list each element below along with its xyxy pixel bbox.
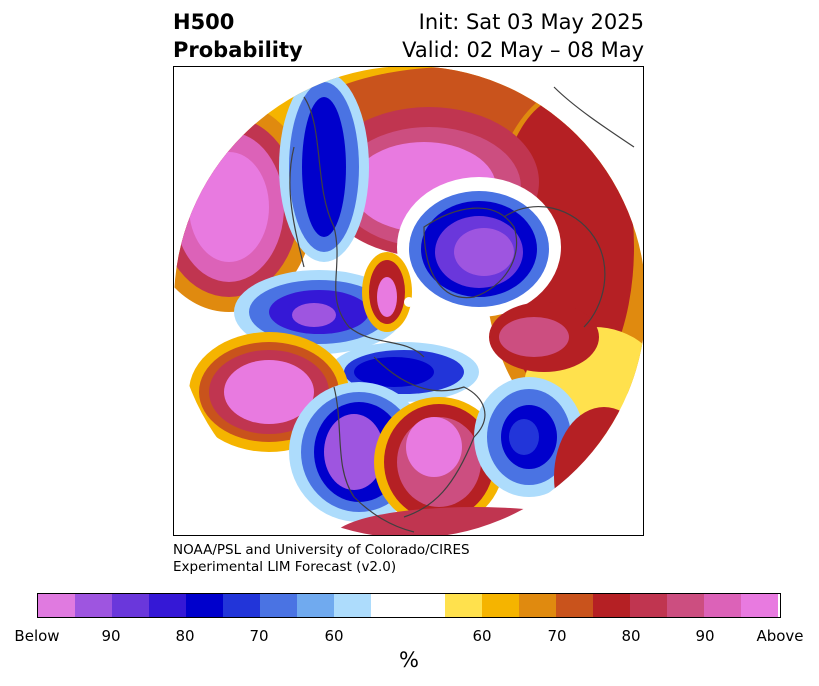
- colorbar-segment: [186, 594, 223, 617]
- colorbar-segment: [704, 594, 741, 617]
- colorbar: [37, 593, 781, 618]
- forecast-info: Init: Sat 03 May 2025 Valid: 02 May – 08…: [402, 8, 644, 64]
- colorbar-tick-label: 60: [472, 627, 492, 645]
- colorbar-segment: [223, 594, 260, 617]
- title-line-2: Probability: [173, 38, 303, 62]
- plot-title: H500 Probability: [173, 8, 303, 64]
- probability-map: [173, 66, 644, 536]
- credit-line-1: NOAA/PSL and University of Colorado/CIRE…: [173, 542, 470, 558]
- colorbar-segment: [630, 594, 667, 617]
- colorbar-tick-label: 80: [175, 627, 195, 645]
- coastlines: [289, 86, 635, 533]
- colorbar-unit: %: [399, 648, 419, 672]
- colorbar-segment: [149, 594, 186, 617]
- colorbar-tick-label: 80: [621, 627, 641, 645]
- colorbar-tick-label: Below: [14, 627, 60, 645]
- init-date: Init: Sat 03 May 2025: [418, 10, 644, 34]
- colorbar-segment: [334, 594, 371, 617]
- colorbar-tick-label: 90: [695, 627, 715, 645]
- colorbar-segment: [445, 594, 482, 617]
- colorbar-tick-label: 90: [101, 627, 121, 645]
- title-line-1: H500: [173, 10, 235, 34]
- valid-range: Valid: 02 May – 08 May: [402, 38, 644, 62]
- colorbar-segment: [38, 594, 75, 617]
- map-svg: [174, 67, 643, 535]
- colorbar-segment: [556, 594, 593, 617]
- colorbar-tick-label: 60: [324, 627, 344, 645]
- colorbar-tick-label: Above: [756, 627, 804, 645]
- colorbar-segment: [593, 594, 630, 617]
- colorbar-segment: [297, 594, 334, 617]
- probability-field: [174, 67, 643, 535]
- colorbar-segment: [371, 594, 445, 617]
- colorbar-tick-label: 70: [547, 627, 567, 645]
- credit-line-2: Experimental LIM Forecast (v2.0): [173, 559, 397, 575]
- colorbar-segment: [482, 594, 519, 617]
- colorbar-segment: [112, 594, 149, 617]
- colorbar-segment: [741, 594, 778, 617]
- colorbar-segment: [667, 594, 704, 617]
- colorbar-segment: [260, 594, 297, 617]
- colorbar-tick-label: 70: [249, 627, 269, 645]
- credit-text: NOAA/PSL and University of Colorado/CIRE…: [173, 542, 470, 576]
- colorbar-segment: [75, 594, 112, 617]
- colorbar-segment: [519, 594, 556, 617]
